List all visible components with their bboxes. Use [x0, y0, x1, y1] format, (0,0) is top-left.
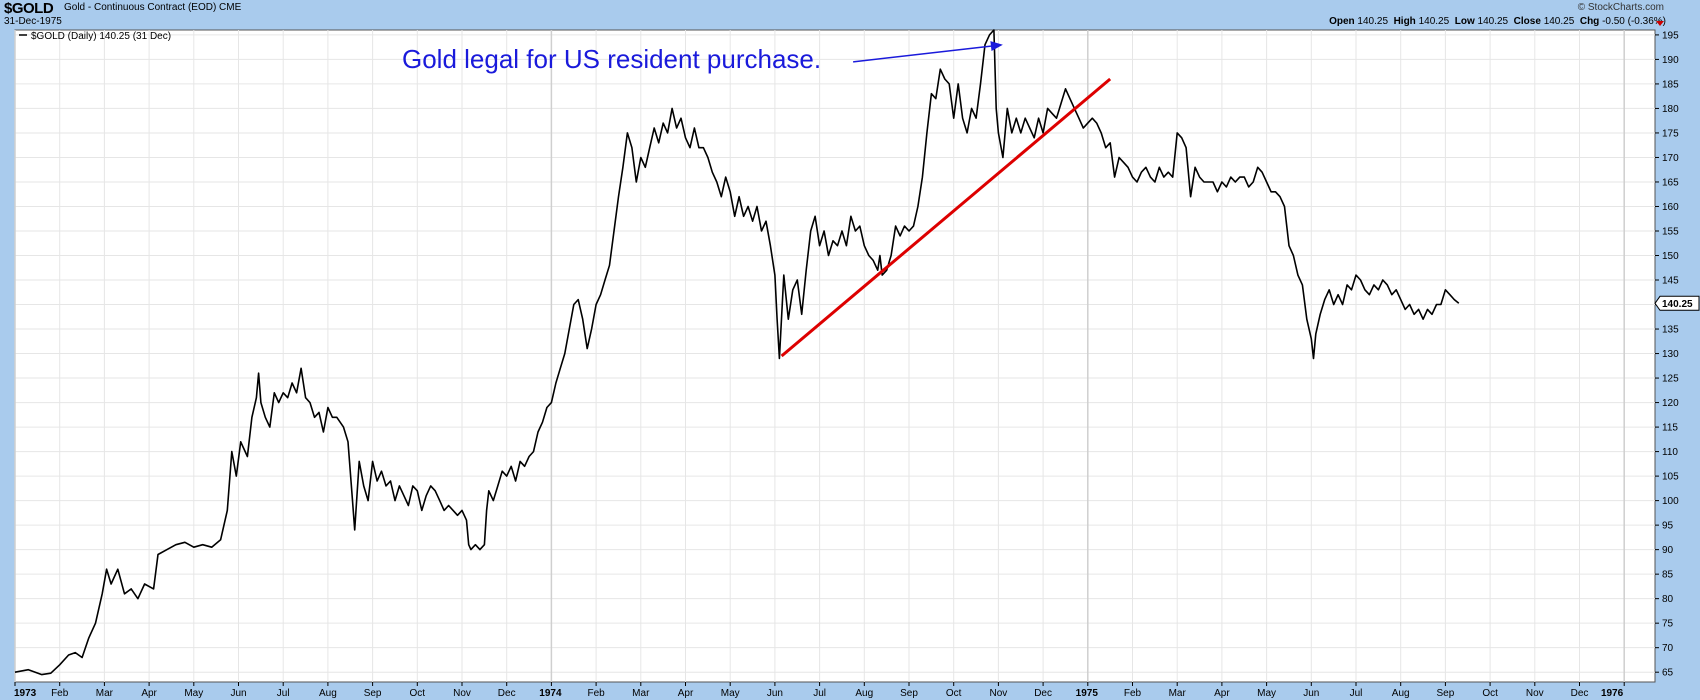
x-tick-label: Nov: [1526, 688, 1544, 699]
y-tick-label: 75: [1662, 619, 1674, 630]
x-tick-label: Dec: [1571, 688, 1589, 699]
annotation-arrowhead: [990, 41, 1003, 52]
x-tick-label: Jun: [1303, 688, 1319, 699]
x-tick-label: Oct: [410, 688, 426, 699]
x-tick-label: Apr: [141, 688, 157, 699]
x-tick-label: Sep: [1437, 688, 1455, 699]
x-tick-label: Feb: [587, 688, 605, 699]
y-tick-label: 145: [1662, 276, 1679, 287]
open-value: 140.25: [1357, 16, 1389, 27]
y-tick-label: 150: [1662, 251, 1679, 262]
x-tick-label: Sep: [364, 688, 382, 699]
high-label: High: [1393, 16, 1416, 27]
y-tick-label: 125: [1662, 374, 1679, 385]
x-tick-label: May: [721, 688, 740, 699]
x-tick-label: Feb: [1124, 688, 1142, 699]
x-tick-label: Dec: [498, 688, 516, 699]
x-tick-label: Jun: [767, 688, 783, 699]
x-tick-label: Feb: [51, 688, 69, 699]
x-tick-label: May: [184, 688, 203, 699]
y-tick-label: 165: [1662, 177, 1679, 188]
price-line: [14, 29, 1460, 676]
x-tick-label: Apr: [1214, 688, 1230, 699]
x-tick-label: Jul: [277, 688, 290, 699]
y-tick-label: 85: [1662, 570, 1674, 581]
plot-area: [14, 29, 1656, 683]
x-tick-label: Nov: [990, 688, 1008, 699]
chart-date: 31-Dec-1975: [4, 16, 62, 27]
chg-value: -0.50 (-0.36%): [1602, 16, 1666, 27]
y-tick-label: 170: [1662, 153, 1679, 164]
contract-description: Gold - Continuous Contract (EOD) CME: [64, 2, 242, 13]
y-tick-label: 105: [1662, 472, 1679, 483]
high-value: 140.25: [1418, 16, 1450, 27]
annotation-text: Gold legal for US resident purchase.: [402, 44, 821, 74]
brand-watermark: © StockCharts.com: [1577, 2, 1664, 13]
close-label: Close: [1513, 16, 1541, 27]
x-tick-label: Jun: [230, 688, 246, 699]
trendline: [780, 77, 1112, 358]
low-label: Low: [1454, 16, 1475, 27]
open-label: Open: [1329, 16, 1355, 27]
y-tick-label: 130: [1662, 349, 1679, 360]
x-tick-label: Jul: [813, 688, 826, 699]
x-tick-label: May: [1257, 688, 1276, 699]
y-tick-label: 180: [1662, 104, 1679, 115]
x-tick-label: Aug: [1392, 688, 1410, 699]
chart-header: $GOLD Gold - Continuous Contract (EOD) C…: [0, 0, 1700, 30]
y-tick-label: 135: [1662, 325, 1679, 336]
x-tick-label: 1974: [539, 688, 562, 699]
y-tick-label: 70: [1662, 643, 1674, 654]
y-tick-label: 190: [1662, 55, 1679, 66]
y-tick-label: 110: [1662, 447, 1678, 458]
y-tick-label: 160: [1662, 202, 1679, 213]
gridlines: [14, 30, 1655, 682]
y-tick-label: 155: [1662, 226, 1679, 237]
ohlc-readout: Open 140.25 High 140.25 Low 140.25 Close…: [1329, 16, 1666, 27]
x-tick-label: Oct: [1482, 688, 1498, 699]
last-value-marker: 140.25: [1654, 295, 1700, 311]
y-tick-label: 120: [1662, 398, 1679, 409]
x-tick-label: Mar: [632, 688, 650, 699]
y-axis: 65 70 75 80 85 90 95 100 105 110 115 120 125 130 135 14…: [1655, 30, 1679, 679]
annotation-arrow: [853, 45, 992, 63]
x-tick-label: Sep: [900, 688, 918, 699]
down-arrow-icon: [1656, 21, 1664, 26]
y-tick-label: 185: [1662, 79, 1679, 90]
x-tick-label: Mar: [96, 688, 114, 699]
x-axis: 1973 Feb Mar Apr May Jun Jul Aug Sep Oct Nov Dec 197…: [14, 682, 1625, 699]
x-tick-label: Jul: [1350, 688, 1363, 699]
close-value: 140.25: [1543, 16, 1575, 27]
low-value: 140.25: [1477, 16, 1509, 27]
y-tick-label: 195: [1662, 30, 1679, 41]
y-tick-label: 100: [1662, 496, 1679, 507]
x-tick-label: Apr: [678, 688, 694, 699]
last-value-label: 140.25: [1662, 299, 1693, 310]
y-tick-label: 115: [1662, 423, 1678, 434]
x-tick-label: Dec: [1034, 688, 1052, 699]
x-tick-label: 1973: [14, 688, 37, 699]
y-tick-label: 90: [1662, 545, 1674, 556]
last-value-box: [1654, 295, 1700, 311]
x-tick-label: Mar: [1169, 688, 1187, 699]
y-tick-label: 80: [1662, 594, 1674, 605]
x-tick-label: 1975: [1076, 688, 1099, 699]
x-tick-label: Aug: [319, 688, 337, 699]
y-tick-label: 175: [1662, 128, 1679, 139]
y-tick-label: 65: [1662, 668, 1674, 679]
symbol: $GOLD: [4, 0, 54, 17]
x-tick-label: Aug: [855, 688, 873, 699]
x-tick-label: 1976: [1601, 688, 1624, 699]
x-tick-label: Nov: [453, 688, 471, 699]
x-tick-label: Oct: [946, 688, 962, 699]
chg-label: Chg: [1579, 16, 1600, 27]
legend-label: $GOLD (Daily) 140.25 (31 Dec): [31, 31, 171, 42]
y-tick-label: 95: [1662, 521, 1674, 532]
